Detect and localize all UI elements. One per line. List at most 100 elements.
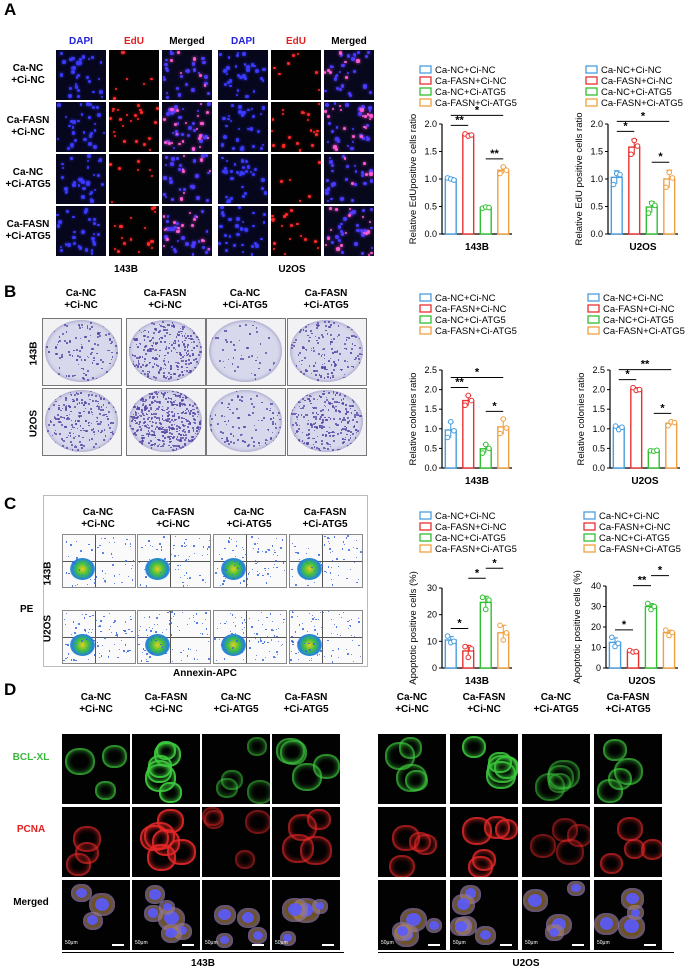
row-label: Ca-NC +Ci-ATG5 (5, 167, 51, 190)
y-tick-label: 2.0 (590, 119, 603, 129)
legend-label: Ca-NC+Ci-NC (603, 293, 664, 304)
data-point (666, 169, 673, 176)
micrograph-tile (324, 206, 374, 256)
colony-well (45, 320, 118, 382)
legend-swatch (585, 76, 598, 85)
row-label: U2OS (42, 614, 54, 643)
y-tick-label: 20 (427, 610, 437, 620)
panel-a-stain-headers: DAPI EdU Merged DAPI EdU Merged (56, 36, 428, 50)
micrograph-tile (271, 50, 321, 100)
panel-d-label: D (4, 680, 17, 699)
column-header: Ca-FASN +Ci-NC (144, 692, 188, 715)
legend-swatch (419, 98, 432, 107)
legend-swatch (587, 293, 600, 302)
fluorescence-tile: 50μm (594, 880, 662, 950)
micrograph-tile (162, 50, 212, 100)
legend-swatch (419, 293, 432, 302)
x-axis-label: U2OS (628, 676, 656, 687)
data-point (451, 638, 457, 645)
bar (497, 169, 510, 235)
significance-marker: * (492, 400, 497, 412)
legend-label: Ca-FASN+Ci-NC (601, 76, 673, 87)
legend-label: Ca-NC+Ci-ATG5 (435, 315, 506, 326)
bar (479, 601, 492, 669)
data-point (669, 175, 676, 181)
colony-dish (42, 318, 122, 386)
y-tick-label: 1.0 (424, 174, 437, 184)
micrograph-tile (56, 102, 106, 152)
fluorescence-tile: 50μm (522, 880, 590, 950)
column-header: Ca-FASN +Ci-NC (151, 507, 195, 530)
data-point (669, 629, 675, 636)
flow-plot (62, 534, 136, 588)
fluorescence-tile (202, 734, 270, 804)
legend-label: Ca-FASN+Ci-NC (599, 522, 671, 533)
bar (444, 178, 457, 235)
stain-header: EdU (124, 36, 144, 47)
y-tick-label: 2.0 (592, 385, 605, 395)
y-tick-label: 0.0 (424, 463, 437, 473)
legend-swatch (587, 315, 600, 324)
data-point (451, 427, 457, 434)
quadrant-line-h (214, 561, 286, 562)
column-header: Ca-NC +Ci-ATG5 (533, 692, 579, 715)
scale-bar-label: 50μm (525, 940, 538, 946)
flow-plot (137, 610, 211, 664)
column-header: Ca-FASN +Ci-ATG5 (605, 692, 651, 715)
fluorescence-tile (594, 807, 662, 877)
colony-dish (287, 388, 367, 456)
micrograph-tile (109, 50, 159, 100)
flow-panel-frame (43, 495, 368, 667)
y-tick-label: 0.5 (424, 202, 437, 212)
legend-label: Ca-FASN+Ci-NC (435, 304, 507, 315)
column-header: Ca-NC +Ci-NC (79, 692, 113, 715)
y-tick-label: 2.5 (424, 365, 437, 375)
row-label: Ca-FASN +Ci-NC (6, 115, 50, 138)
data-point (645, 210, 652, 216)
colony-well (290, 320, 363, 382)
micrograph-tile (218, 102, 268, 152)
significance-marker: * (622, 619, 627, 631)
fluorescence-tile (272, 734, 340, 804)
data-point (468, 132, 475, 138)
data-point (654, 447, 660, 454)
scale-bar (572, 944, 584, 946)
data-point (619, 424, 625, 431)
micrograph-tile (324, 102, 374, 152)
y-tick-label: 0.5 (424, 443, 437, 453)
y-axis-label: Relative colonies ratio (408, 373, 419, 466)
underline-u2os (378, 952, 674, 953)
column-header: Ca-FASN +Ci-NC (462, 692, 506, 715)
micrograph-tile (324, 50, 374, 100)
quadrant-line-h (214, 637, 286, 638)
data-point (479, 594, 486, 601)
micrograph-tile (56, 206, 106, 256)
panel-b-label: B (4, 282, 17, 301)
flow-plot (213, 534, 287, 588)
bar-chart-a2: Ca-NC+Ci-NCCa-FASN+Ci-NCCa-NC+Ci-ATG5Ca-… (574, 65, 683, 253)
y-tick-label: 1.0 (424, 424, 437, 434)
x-axis-label: 143B (465, 476, 489, 487)
y-axis-label: Apoptotic positive cells (%) (572, 570, 583, 684)
data-point (636, 386, 643, 393)
y-tick-label: 1.5 (424, 404, 437, 414)
legend-label: Ca-NC+Ci-NC (435, 65, 496, 76)
legend-label: Ca-NC+Ci-NC (435, 511, 496, 522)
fluorescence-tile: 50μm (272, 880, 340, 950)
data-point (482, 606, 489, 613)
legend-swatch (419, 87, 432, 96)
data-point (465, 654, 472, 661)
bar-chart-b1: Ca-NC+Ci-NCCa-FASN+Ci-NCCa-NC+Ci-ATG5Ca-… (408, 293, 517, 487)
legend-swatch (583, 544, 596, 553)
legend-swatch (587, 326, 600, 335)
scale-bar-label: 50μm (453, 940, 466, 946)
bar (612, 426, 625, 469)
y-tick-label: 1.0 (590, 174, 603, 184)
cell-population (70, 634, 96, 657)
data-point (497, 170, 503, 177)
fluorescence-tile: 50μm (378, 880, 446, 950)
cell-population (297, 634, 323, 657)
row-label: 143B (42, 561, 54, 586)
bar (479, 206, 492, 235)
scale-bar (428, 944, 440, 946)
